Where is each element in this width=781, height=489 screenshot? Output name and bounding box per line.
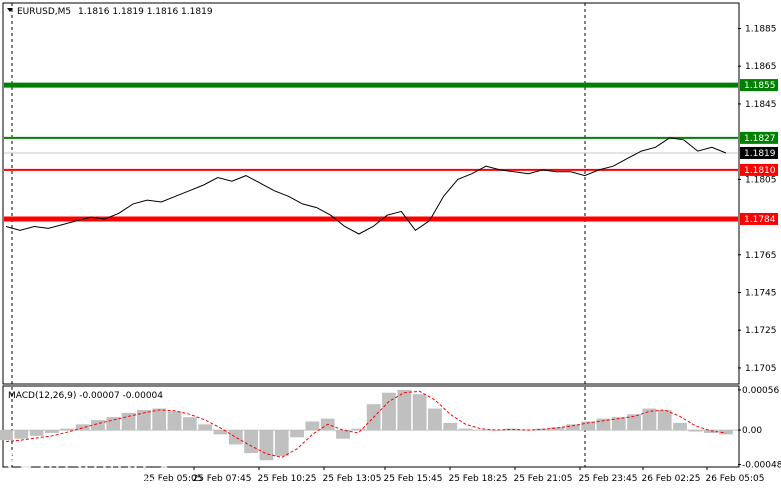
time-axis-label: 25 Feb 15:45 <box>383 474 442 484</box>
price-panel-frame <box>2 2 740 385</box>
macd-bar <box>29 430 44 436</box>
current-price-label: 1.1819 <box>744 149 776 159</box>
price-tick-label: 1.1805 <box>745 175 777 185</box>
time-axis-label: 25 Feb 05:05 <box>143 474 202 484</box>
dropdown-triangle-icon[interactable] <box>7 8 13 12</box>
macd-bar <box>213 430 228 435</box>
macd-bar <box>305 421 320 431</box>
time-axis-label: 25 Feb 18:25 <box>448 474 507 484</box>
price-tick-label: 1.1885 <box>745 25 777 35</box>
macd-layer <box>0 389 738 461</box>
price-tick-label: 1.1745 <box>745 288 777 298</box>
macd-bar <box>382 392 396 431</box>
macd-bar <box>519 430 534 431</box>
time-axis-label: 26 Feb 05:05 <box>705 474 764 484</box>
macd-bar <box>535 428 550 431</box>
macd-bar <box>565 424 580 431</box>
macd-bar <box>489 430 504 431</box>
instaforex-logo: instaforex Instant Forex Trading <box>4 440 172 488</box>
level-tag <box>740 131 778 144</box>
time-axis-label: 25 Feb 23:45 <box>578 474 637 484</box>
level-tag <box>740 163 778 176</box>
macd-bar <box>688 430 703 432</box>
macd-bar <box>228 430 243 445</box>
time-axis-label: 25 Feb 07:45 <box>192 474 251 484</box>
macd-tick-label: 0.00 <box>742 426 762 436</box>
macd-bar <box>75 424 90 431</box>
macd-bar <box>673 422 687 431</box>
macd-bar <box>0 430 13 441</box>
macd-bar <box>182 417 197 431</box>
time-axis-label: 26 Feb 02:25 <box>641 474 700 484</box>
macd-bar <box>642 408 657 431</box>
symbol-name: EURUSD,M5 <box>17 7 71 17</box>
macd-bar <box>60 428 75 431</box>
macd-bar <box>152 408 167 431</box>
macd-bar <box>443 422 458 431</box>
level-tag-label: 1.1784 <box>744 215 776 225</box>
macd-bar <box>351 428 366 431</box>
level-tag-label: 1.1827 <box>744 134 776 144</box>
macd-bar <box>581 421 596 431</box>
macd-bar <box>657 409 672 431</box>
macd-tick-label: -0.00048 <box>742 461 781 471</box>
macd-bar <box>428 408 442 431</box>
logo-brand: instaforex <box>47 449 172 478</box>
macd-bar <box>458 428 473 431</box>
price-tick-label: 1.1705 <box>745 364 777 374</box>
macd-bar <box>14 430 29 439</box>
macd-tick-label: 0.00056 <box>742 386 779 396</box>
macd-bar <box>474 430 488 431</box>
symbol-header: EURUSD,M5 1.1816 1.1819 1.1816 1.1819 <box>7 7 213 17</box>
price-tick-label: 1.1845 <box>745 100 777 110</box>
macd-bar <box>703 430 718 433</box>
time-axis-label: 25 Feb 10:25 <box>257 474 316 484</box>
macd-bar <box>412 394 427 431</box>
level-tag <box>740 212 778 225</box>
price-tick-label: 1.1765 <box>745 251 777 261</box>
macd-bar <box>91 420 105 431</box>
level-tag <box>740 79 778 92</box>
macd-bar <box>274 430 289 456</box>
macd-bar <box>627 414 641 431</box>
macd-signal-line <box>5 390 727 458</box>
macd-bar <box>504 428 519 431</box>
price-layer <box>4 82 738 235</box>
macd-bar <box>596 418 611 431</box>
price-tick-label: 1.1865 <box>745 62 777 72</box>
logo-emblem-icon <box>4 440 48 484</box>
logo-tagline: Instant Forex Trading <box>49 475 165 488</box>
time-axis-label: 25 Feb 21:05 <box>513 474 572 484</box>
macd-bar <box>244 430 258 454</box>
macd-bar <box>336 430 350 439</box>
macd-bar <box>136 409 151 431</box>
level-tag-label: 1.1810 <box>744 166 776 176</box>
macd-bar <box>167 411 182 431</box>
macd-bar <box>397 389 412 431</box>
macd-bar <box>719 430 733 435</box>
macd-bar <box>106 417 121 431</box>
macd-label: MACD(12,26,9) -0.00007 -0.00004 <box>8 391 163 401</box>
current-price-tag <box>740 146 778 159</box>
macd-bar <box>611 417 626 431</box>
macd-bar <box>259 430 274 461</box>
axis-layer: 1.1855 1.1827 1.1810 1.1784 1.1885 1.1865 1.18… <box>143 25 781 484</box>
price-tick-label: 1.1725 <box>745 326 777 336</box>
ohlc-values: 1.1816 1.1819 1.1816 1.1819 <box>78 7 213 17</box>
time-axis-label: 25 Feb 13:05 <box>322 474 381 484</box>
price-series-line <box>5 137 727 235</box>
macd-bar <box>45 430 59 433</box>
macd-bar <box>550 427 565 431</box>
level-tag-label: 1.1855 <box>744 81 776 91</box>
macd-bar <box>198 424 213 431</box>
macd-bar <box>290 430 304 438</box>
